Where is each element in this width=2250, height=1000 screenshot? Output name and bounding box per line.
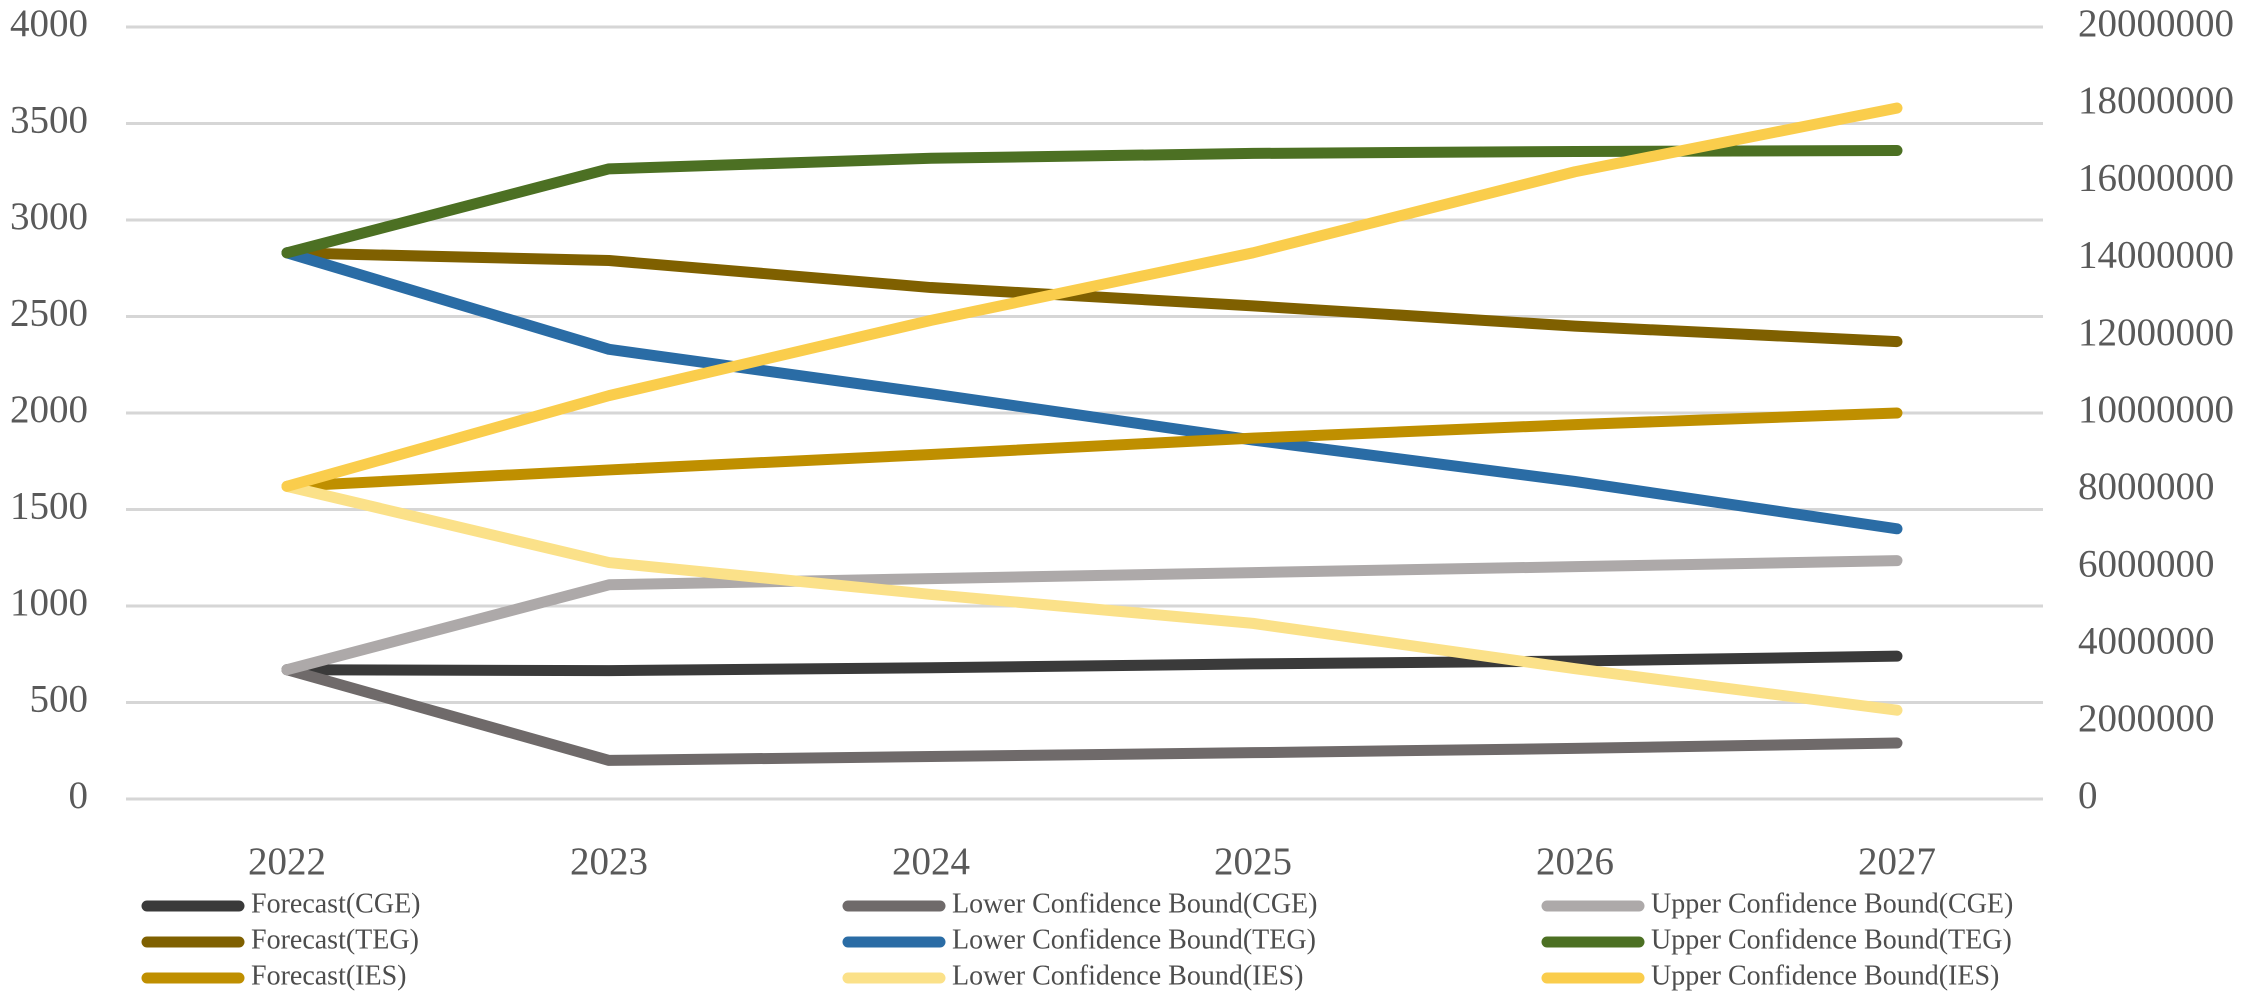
legend-label-forecast-teg: Forecast(TEG) — [251, 924, 419, 955]
right-axis-tick-label: 18000000 — [2078, 79, 2234, 122]
left-axis-tick-label: 1000 — [10, 581, 88, 624]
left-axis-tick-label: 2000 — [10, 388, 88, 431]
right-axis-tick-label: 10000000 — [2078, 388, 2234, 431]
series-line-upper-ies — [281, 102, 1903, 492]
x-axis-year-label: 2027 — [1858, 840, 1936, 883]
left-axis-tick-label: 2500 — [10, 291, 88, 334]
legend-label-lower-ies: Lower Confidence Bound(IES) — [952, 960, 1303, 991]
right-axis-tick-label: 16000000 — [2078, 156, 2234, 199]
legend-label-upper-cge: Upper Confidence Bound(CGE) — [1651, 888, 2013, 919]
right-axis-tick-label: 6000000 — [2078, 542, 2215, 585]
x-axis-year-label: 2023 — [570, 840, 648, 883]
left-axis-tick-labels-group: 4000 3500 3000 2500 2000 1500 1000 500 0 — [10, 2, 88, 817]
series-line-forecast-teg — [281, 247, 1903, 348]
left-axis-tick-label: 0 — [69, 774, 89, 817]
right-axis-tick-label: 12000000 — [2078, 311, 2234, 354]
x-axis-year-label: 2025 — [1214, 840, 1292, 883]
x-axis-year-label: 2024 — [892, 840, 970, 883]
legend-label-forecast-cge: Forecast(CGE) — [251, 888, 421, 919]
left-axis-tick-label: 3000 — [10, 195, 88, 238]
right-axis-tick-labels-group: 2000000018000000160000001400000012000000… — [2078, 2, 2234, 817]
left-axis-tick-label: 1500 — [10, 484, 88, 527]
legend-group: Forecast(CGE) Forecast(TEG) Forecast(IES) L… — [141, 888, 2013, 991]
left-axis-tick-label: 4000 — [10, 2, 88, 45]
series-line-forecast-ies — [281, 407, 1903, 492]
legend-label-upper-ies: Upper Confidence Bound(IES) — [1651, 960, 1999, 991]
left-axis-tick-label: 500 — [30, 677, 89, 720]
right-axis-tick-label: 20000000 — [2078, 2, 2234, 45]
series-line-lower-ies — [281, 480, 1903, 716]
x-axis-year-label: 2026 — [1536, 840, 1614, 883]
legend-label-forecast-ies: Forecast(IES) — [251, 960, 407, 991]
right-axis-tick-label: 4000000 — [2078, 620, 2215, 663]
right-axis-tick-label: 0 — [2078, 774, 2098, 817]
x-axis-year-label: 2022 — [248, 840, 326, 883]
series-line-forecast-cge — [281, 650, 1903, 677]
left-axis-tick-label: 3500 — [10, 98, 88, 141]
series-line-lower-teg — [281, 247, 1903, 535]
right-axis-tick-label: 8000000 — [2078, 465, 2215, 508]
right-axis-tick-label: 2000000 — [2078, 697, 2215, 740]
x-axis-year-labels-group: 2022 2023 2024 2025 2026 2027 — [248, 840, 1936, 883]
series-line-lower-cge — [281, 664, 1903, 766]
legend-label-upper-teg: Upper Confidence Bound(TEG) — [1651, 924, 2012, 955]
legend-label-lower-teg: Lower Confidence Bound(TEG) — [952, 924, 1316, 955]
series-lines-group — [281, 102, 1903, 766]
legend-label-lower-cge: Lower Confidence Bound(CGE) — [952, 888, 1317, 919]
series-line-upper-teg — [281, 145, 1903, 259]
series-line-upper-cge — [281, 555, 1903, 676]
right-axis-tick-label: 14000000 — [2078, 234, 2234, 277]
